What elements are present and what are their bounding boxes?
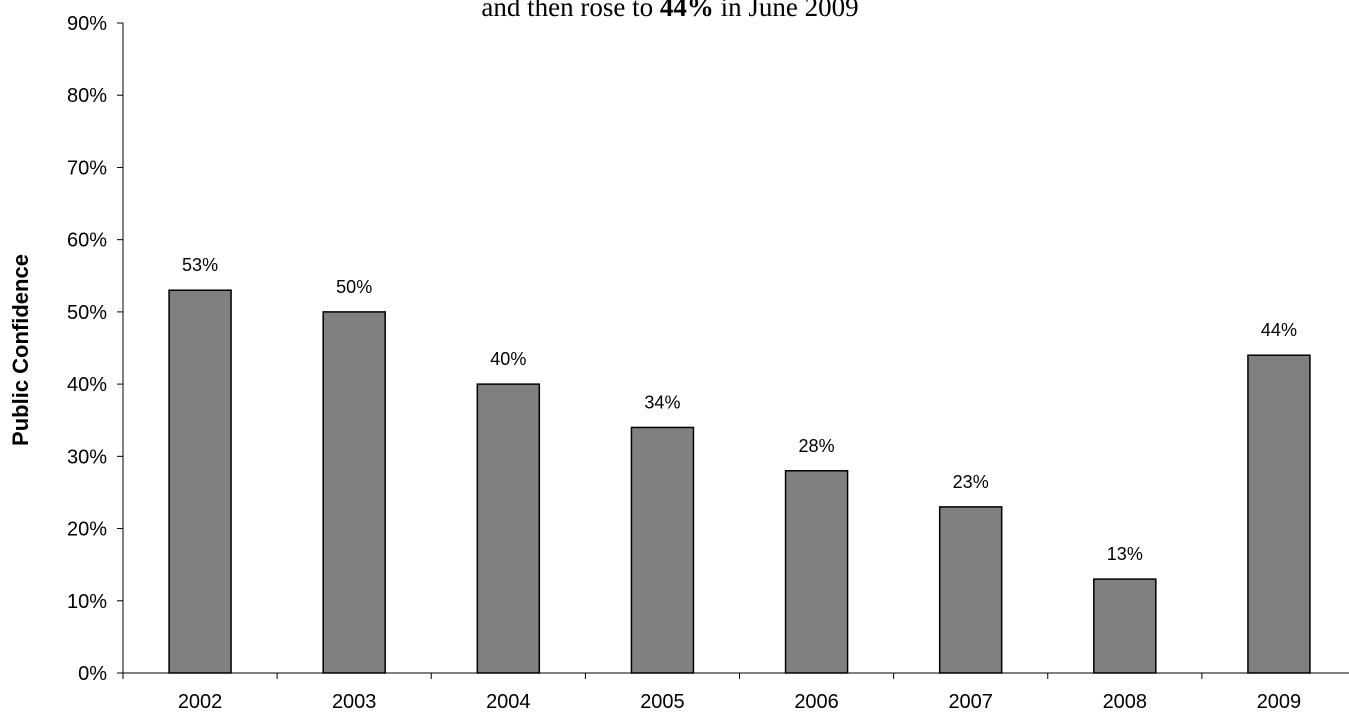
bar-2002 bbox=[168, 289, 232, 674]
data-label: 23% bbox=[953, 472, 989, 492]
x-tick-label: 2009 bbox=[1257, 691, 1302, 713]
x-tick-label: 2003 bbox=[332, 691, 377, 713]
y-tick-label: 20% bbox=[67, 519, 107, 541]
x-tick-label: 2004 bbox=[486, 691, 531, 713]
chart-title-part1: and then rose to bbox=[481, 0, 659, 22]
y-tick-labels: 0% 10% 20% 30% 40% 50% 60% 70% 80% 90% bbox=[67, 13, 107, 685]
bar-2005 bbox=[630, 426, 695, 674]
data-label: 34% bbox=[644, 392, 680, 412]
data-labels: 53% 50% 40% 34% 28% 23% 13% 44% bbox=[182, 255, 1297, 564]
y-tick-label: 50% bbox=[67, 302, 107, 324]
chart-title: and then rose to 44% in June 2009 bbox=[481, 0, 858, 22]
bar-2008 bbox=[1093, 578, 1157, 674]
y-tick-label: 0% bbox=[78, 663, 107, 685]
x-tick-label: 2006 bbox=[794, 691, 839, 713]
bar-2003 bbox=[322, 311, 386, 674]
data-label: 13% bbox=[1107, 544, 1143, 564]
x-tick-label: 2005 bbox=[640, 691, 685, 713]
x-tick-label: 2002 bbox=[178, 691, 223, 713]
bar-2009 bbox=[1247, 354, 1311, 674]
data-label: 53% bbox=[182, 255, 218, 275]
y-tick-label: 70% bbox=[67, 157, 107, 179]
bar-2006 bbox=[784, 470, 849, 674]
bars bbox=[168, 289, 1311, 674]
y-tick-label: 30% bbox=[67, 446, 107, 468]
y-tick-label: 10% bbox=[67, 591, 107, 613]
bar-2004 bbox=[476, 383, 541, 674]
data-label: 40% bbox=[490, 349, 526, 369]
axes bbox=[117, 22, 1349, 679]
y-tick-label: 80% bbox=[67, 85, 107, 107]
bar-2007 bbox=[938, 506, 1003, 674]
data-label: 50% bbox=[336, 277, 372, 297]
y-tick-label: 90% bbox=[67, 13, 107, 35]
y-axis-title: Public Confidence bbox=[8, 254, 33, 446]
y-tick-label: 60% bbox=[67, 230, 107, 252]
chart-title-bold: 44% bbox=[660, 0, 714, 22]
data-label: 44% bbox=[1261, 320, 1297, 340]
data-label: 28% bbox=[799, 436, 835, 456]
x-tick-labels: 2002 2003 2004 2005 2006 2007 2008 2009 bbox=[178, 691, 1301, 713]
x-tick-label: 2007 bbox=[948, 691, 993, 713]
x-tick-label: 2008 bbox=[1103, 691, 1148, 713]
chart-title-part2: in June 2009 bbox=[714, 0, 859, 22]
y-tick-label: 40% bbox=[67, 374, 107, 396]
